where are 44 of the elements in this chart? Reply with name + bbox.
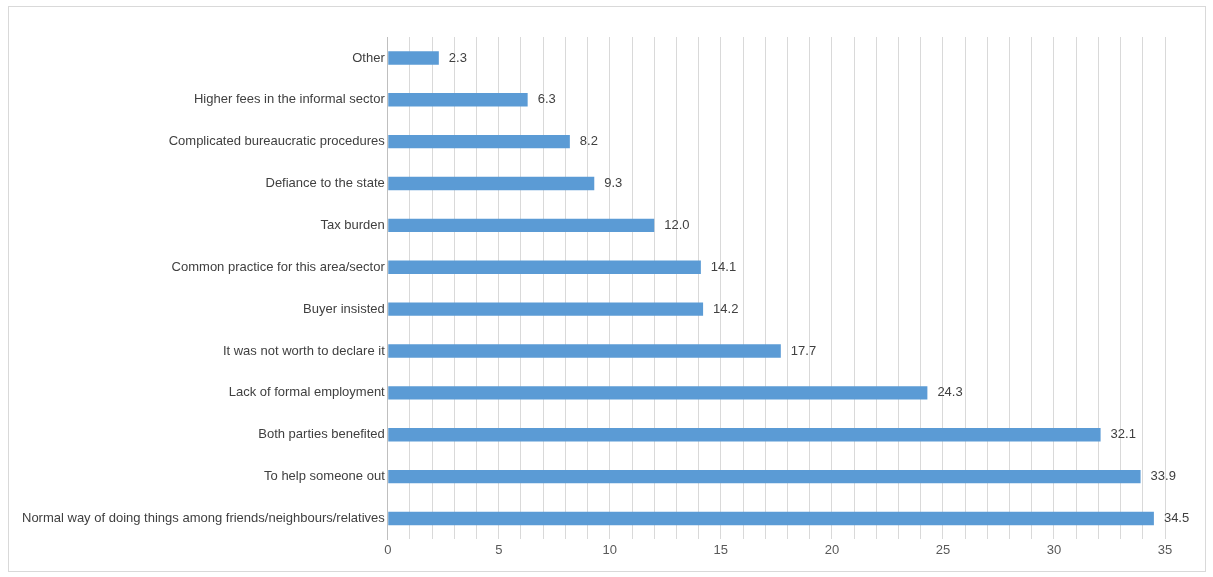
- bar: [388, 428, 1101, 442]
- bar: [388, 134, 570, 149]
- x-tick-label: 0: [384, 541, 392, 557]
- y-tick-label: Lack of formal employment: [228, 384, 386, 400]
- y-tick-label: Higher fees in the informal sector: [193, 91, 386, 107]
- x-tick-label: 5: [495, 541, 503, 557]
- data-label: 24.3: [937, 384, 963, 400]
- x-tick-label: 20: [824, 541, 840, 557]
- data-label: 9.3: [604, 175, 623, 191]
- bar: [388, 469, 1141, 484]
- y-tick-label: Tax burden: [320, 216, 385, 232]
- data-label: 33.9: [1150, 468, 1176, 484]
- bar: [388, 386, 928, 400]
- data-label: 12.0: [664, 216, 690, 232]
- x-tick-label: 25: [935, 541, 951, 557]
- bar: [388, 93, 528, 107]
- x-tick-label: 30: [1046, 541, 1062, 557]
- bar: [388, 344, 781, 358]
- data-label: 17.7: [790, 342, 817, 358]
- data-label: 6.3: [537, 91, 556, 107]
- x-tick-label: 15: [713, 541, 729, 557]
- data-label: 14.2: [713, 300, 739, 316]
- y-tick-label: It was not worth to declare it: [222, 342, 386, 358]
- bar: [388, 511, 1154, 526]
- bar: [388, 176, 595, 191]
- bar: [388, 218, 655, 233]
- data-label: 2.3: [448, 49, 467, 65]
- x-tick-label: 10: [602, 541, 618, 557]
- y-tick-label: Buyer insisted: [303, 300, 385, 316]
- x-tick-label: 35: [1157, 541, 1173, 557]
- data-label: 34.5: [1163, 510, 1190, 526]
- data-label: 8.2: [579, 133, 598, 149]
- y-tick-label: Other: [352, 49, 386, 65]
- y-tick-label: Both parties benefited: [258, 426, 385, 442]
- data-label: 32.1: [1110, 426, 1136, 442]
- bar: [388, 51, 439, 65]
- y-tick-label: To help someone out: [264, 468, 386, 484]
- data-label: 14.1: [710, 258, 737, 274]
- y-tick-label: Normal way of doing things among friends/neighbours/relatives: [22, 510, 386, 526]
- bar: [388, 260, 701, 274]
- y-tick-label: Complicated bureaucratic procedures: [168, 133, 386, 149]
- bar: [388, 302, 704, 316]
- y-tick-label: Common practice for this area/sector: [171, 258, 386, 274]
- y-tick-label: Defiance to the state: [265, 175, 385, 191]
